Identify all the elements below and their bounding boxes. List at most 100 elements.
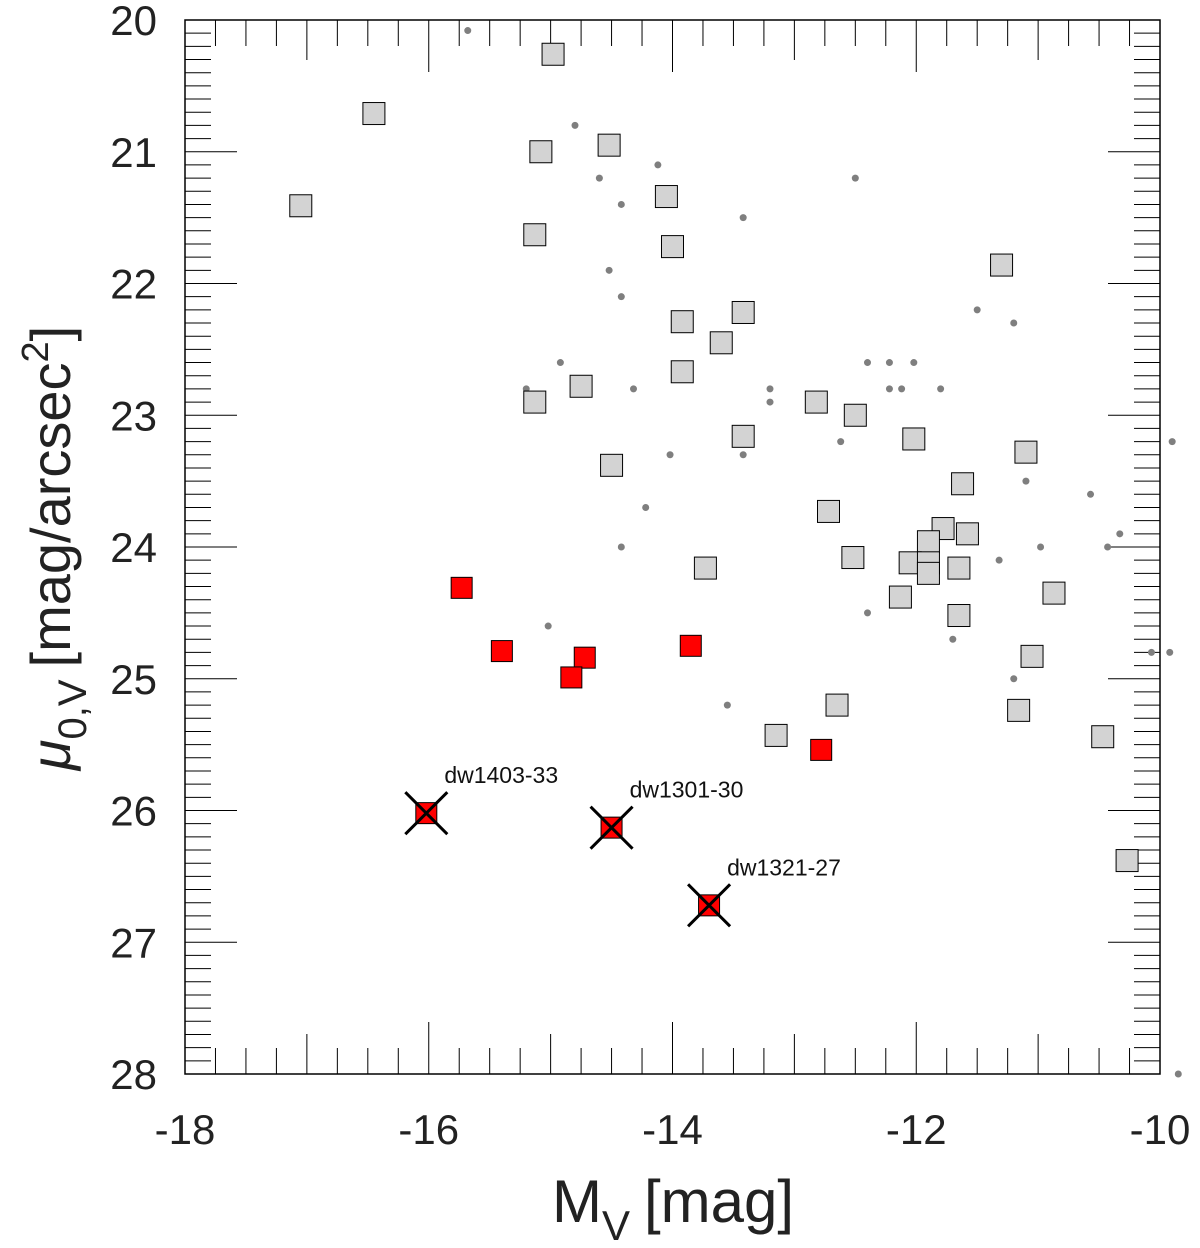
y-tick-label: 23 [110,392,157,439]
dot-point [464,27,472,35]
gray-square-point [825,693,849,717]
x-axis-label-unit: [mag] [644,1168,794,1235]
y-tick-label: 22 [110,261,157,308]
gray-square-point [731,424,755,448]
x-tick-label: -16 [398,1106,459,1153]
x-tick-label: -10 [1130,1106,1191,1153]
x-axis-label: MV [mag] [552,1168,794,1248]
y-tick-label: 20 [110,0,157,44]
dot-point [949,635,957,643]
cross-mark [404,791,449,836]
gray-square-point [1115,849,1139,873]
gray-square-point [1091,725,1115,749]
dot-point [973,306,981,314]
dot-point [739,451,747,459]
dot-point [739,214,747,222]
red-square-point [810,738,833,761]
x-tick-label: -18 [155,1106,216,1153]
gray-square-point [1020,644,1044,668]
dot-point [995,556,1003,564]
dot-point [666,451,674,459]
dot-point [1087,490,1095,498]
red-square-point [679,634,702,657]
gray-square-point [541,42,565,66]
gray-square-point [841,546,865,570]
dot-point [864,609,871,617]
dot-point [937,385,945,393]
gray-square-point [362,102,386,126]
dot-point [654,161,662,169]
gray-square-point [600,453,624,477]
gray-square-point [888,585,912,609]
y-tick-label: 25 [110,656,157,703]
dot-point [617,293,625,301]
dot-point [556,359,564,367]
dot-point [1166,648,1174,656]
gray-square-point [990,253,1014,277]
dot-point [910,359,918,367]
red-square-point [573,646,596,669]
dot-series [464,27,1182,1078]
dot-point [885,359,893,367]
dot-point [1116,530,1124,538]
x-axis-label-sub: V [602,1202,630,1248]
gray-square-point [523,390,547,414]
red-square-point [450,576,473,599]
dot-point [605,266,613,274]
x-axis-label-main: M [552,1168,602,1235]
dot-point [642,503,650,511]
y-axis-label-sup: 2 [15,341,57,362]
plot-border [184,19,1161,1075]
dot-point [571,121,579,129]
gray-square-point [804,390,828,414]
y-axis-label-close: ] [19,326,82,342]
gray-square-point [709,331,733,355]
dot-point [1022,477,1030,485]
gray-square-point [951,472,975,496]
dot-point [766,398,774,406]
dot-point [595,174,603,182]
gray-square-point [654,185,678,209]
y-tick-label: 24 [110,524,157,571]
gray-square-point [902,427,926,451]
gray-square-point [955,522,979,546]
dot-point [1104,543,1112,551]
gray-square-point [597,133,621,157]
cross-mark [687,883,732,928]
gray-square-point [916,561,940,585]
dot-point [851,174,859,182]
y-axis-label-sub: 0,V [51,679,95,739]
y-tick-label: 27 [110,919,157,966]
red-square-point [560,666,583,689]
dot-point [885,385,893,393]
dot-point [617,543,625,551]
gray-square-point [843,403,867,427]
dot-point [1010,319,1018,327]
dot-point [723,701,731,709]
annotation-label: dw1301-30 [630,777,744,803]
x-tick-label: -12 [886,1106,947,1153]
dot-point [630,385,637,393]
gray-square-point [1042,581,1066,605]
cross-mark [589,805,634,850]
y-axis-label-main: μ [19,740,82,773]
gray-square-point [916,530,940,554]
annotation-label: dw1403-33 [444,762,558,788]
y-axis-label-unit: [mag/arcsec [19,362,82,667]
annotations: dw1403-33 dw1301-30 dw1321-27 [404,762,841,928]
axis-ticks [184,19,1161,1075]
y-tick-label: 28 [110,1051,157,1098]
gray-square-point [947,604,971,628]
gray-square-point [947,556,971,580]
x-tick-label: -14 [642,1106,703,1153]
dot-point [544,622,552,630]
gray-square-point [670,310,694,334]
annotation-label: dw1321-27 [727,854,841,880]
gray-square-point [569,374,593,398]
gray-square-point [523,223,547,247]
plot-frame [184,19,1161,1075]
dot-point [617,200,625,208]
y-tick-label: 26 [110,788,157,835]
gray-square-point [764,723,788,747]
